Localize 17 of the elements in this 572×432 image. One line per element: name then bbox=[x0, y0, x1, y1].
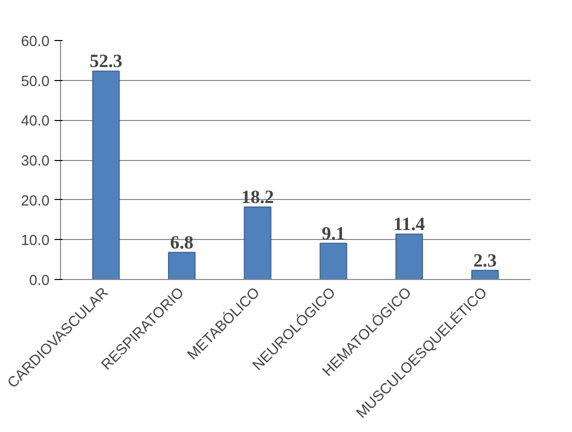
y-tick-label: 50.0 bbox=[20, 74, 50, 90]
y-tick-label: 40.0 bbox=[20, 114, 50, 130]
data-label: 9.1 bbox=[322, 223, 346, 244]
bar bbox=[168, 252, 196, 280]
data-label: 2.3 bbox=[473, 250, 497, 272]
bar bbox=[471, 270, 499, 280]
y-tick-label: 20.0 bbox=[20, 193, 50, 210]
data-label: 11.4 bbox=[393, 214, 426, 236]
bar bbox=[320, 242, 348, 280]
y-tick-label: 0.0 bbox=[29, 273, 50, 289]
y-tick-label: 10.0 bbox=[20, 233, 50, 250]
y-tick-label: 60.0 bbox=[20, 34, 50, 50]
bar bbox=[244, 206, 272, 280]
bar bbox=[92, 70, 120, 280]
bar bbox=[395, 234, 423, 280]
data-label: 52.3 bbox=[90, 51, 122, 72]
y-tick-label: 30.0 bbox=[20, 154, 50, 170]
